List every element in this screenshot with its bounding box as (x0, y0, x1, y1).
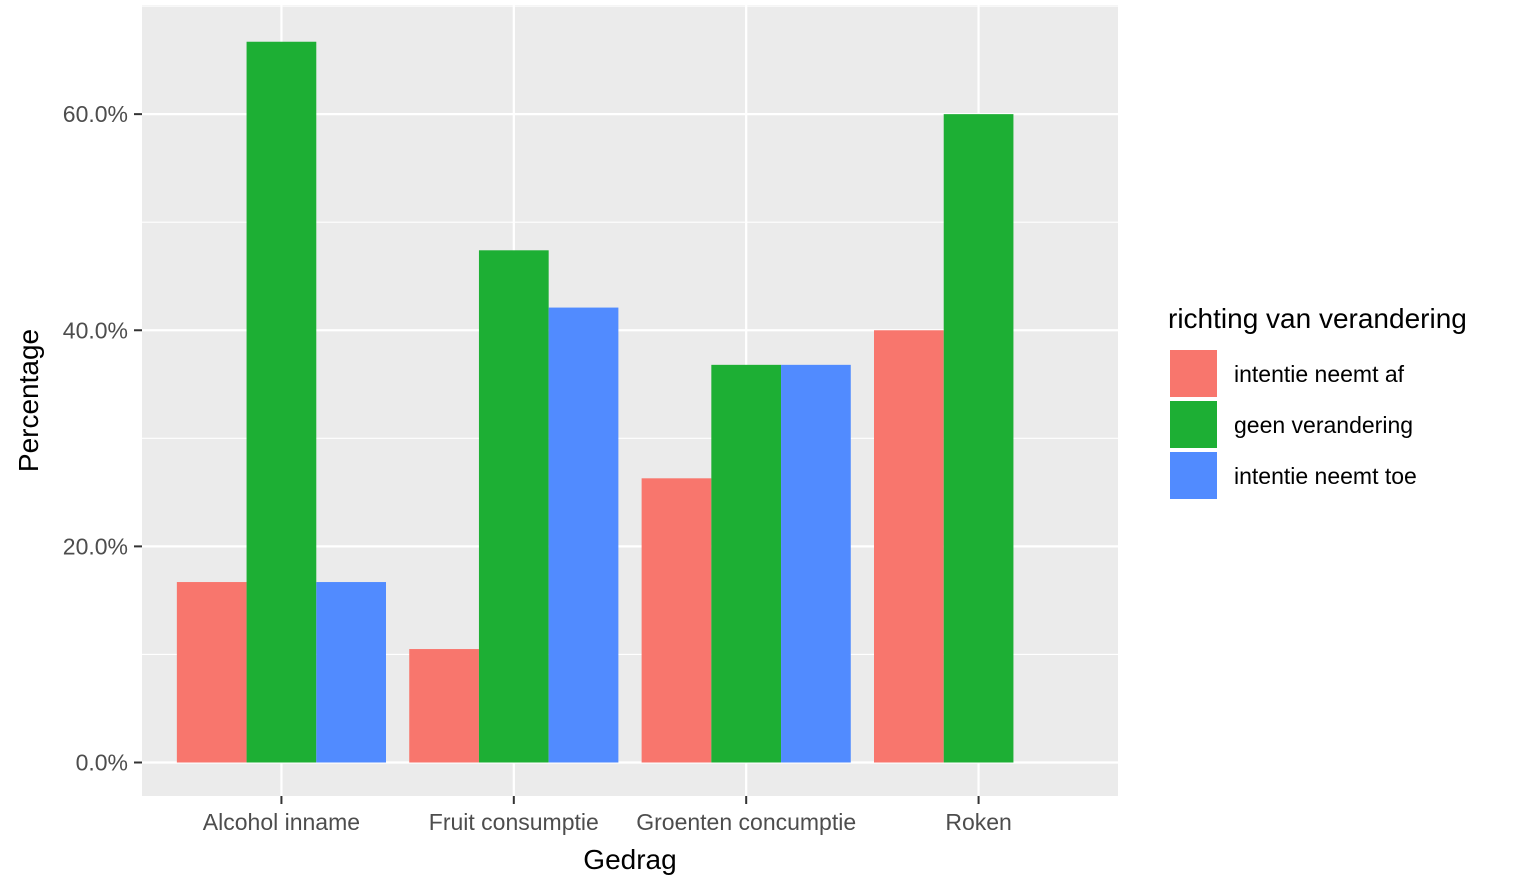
x-tick-label: Groenten concumptie (636, 809, 856, 835)
x-axis-title: Gedrag (583, 844, 676, 875)
bar (478, 250, 549, 763)
y-axis-title: Percentage (13, 329, 44, 472)
bar (874, 330, 944, 763)
y-tick-label: 40.0% (63, 317, 128, 343)
bar (409, 649, 479, 763)
legend-title: richting van verandering (1168, 303, 1467, 334)
y-tick-label: 20.0% (63, 533, 128, 559)
y-tick-label: 60.0% (63, 101, 128, 127)
legend-swatch (1170, 350, 1217, 397)
legend: richting van verandering intentie neemt … (1168, 303, 1467, 499)
legend-swatch (1170, 452, 1217, 499)
bar (246, 41, 317, 763)
legend-swatch (1170, 401, 1217, 448)
x-tick-label: Fruit consumptie (429, 809, 599, 835)
legend-label: geen verandering (1234, 412, 1413, 438)
bar (176, 582, 247, 763)
axes: 0.0% 20.0% 40.0% 60.0% Alcohol inname Fruit c… (63, 101, 1012, 835)
legend-label: intentie neemt toe (1234, 463, 1417, 489)
y-tick-label: 0.0% (76, 750, 128, 776)
bar (711, 364, 782, 763)
bar (641, 478, 712, 763)
bars (176, 41, 1014, 763)
legend-label: intentie neemt af (1234, 361, 1405, 387)
x-tick-label: Roken (945, 809, 1011, 835)
bar (943, 114, 1014, 763)
bar (316, 582, 386, 763)
x-tick-label: Alcohol inname (203, 809, 360, 835)
bar (548, 307, 619, 763)
bar (781, 364, 851, 763)
